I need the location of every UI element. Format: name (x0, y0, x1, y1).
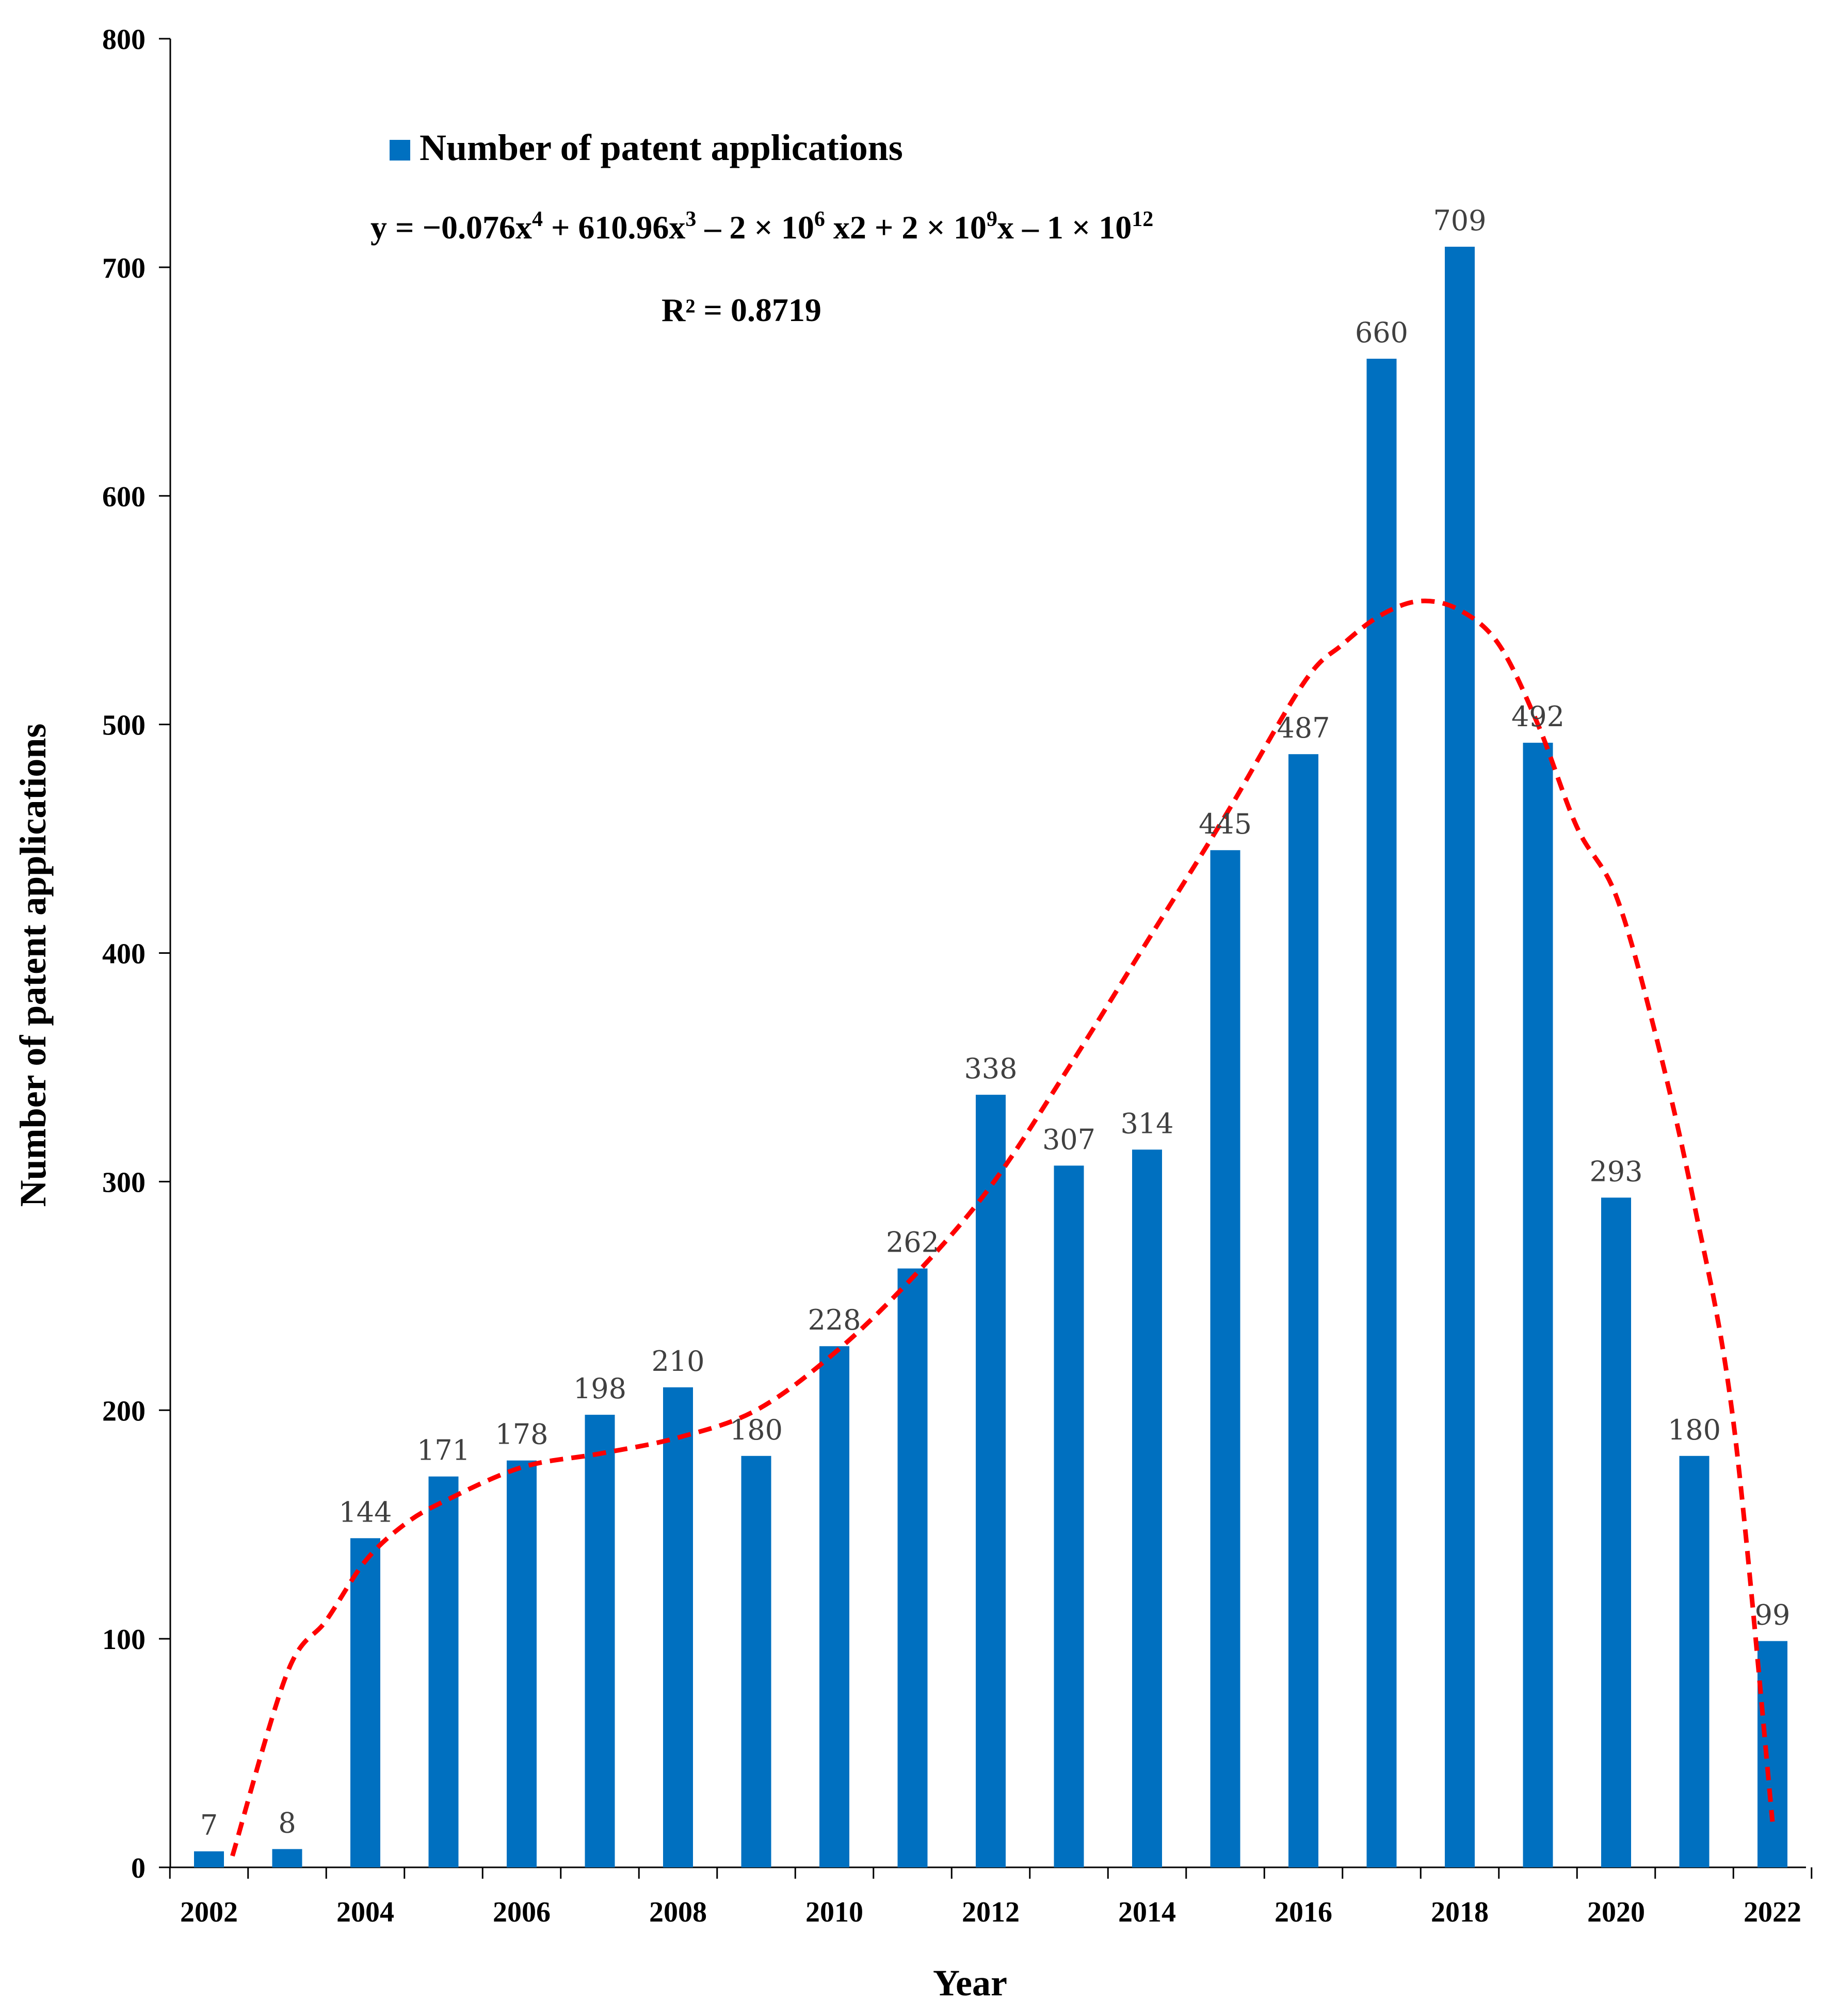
bar-2013 (1054, 1165, 1084, 1867)
y-ticks: 0 100 200 300 400 500 600 700 800 (102, 24, 170, 1884)
bar-2011 (897, 1268, 928, 1867)
bar-2014 (1132, 1149, 1162, 1867)
eq-term-2: + 610.96x (543, 209, 685, 246)
bar-2015 (1210, 850, 1240, 1867)
data-label-2020: 293 (1589, 1155, 1642, 1188)
bar-2022 (1757, 1641, 1787, 1867)
x-tick-label: 2014 (1118, 1896, 1176, 1928)
trendline-polynomial (230, 598, 1775, 1857)
eq-exp-2: 3 (685, 207, 696, 231)
bar-2016 (1288, 754, 1318, 1867)
x-axis-title: Year (933, 1962, 1007, 2004)
legend-label: Number of patent applications (420, 127, 903, 168)
data-label-2012: 338 (964, 1052, 1017, 1085)
x-tick-label: 2012 (962, 1896, 1020, 1928)
legend-swatch (390, 140, 410, 161)
data-label-2014: 314 (1120, 1107, 1173, 1140)
trendline-group (230, 598, 1775, 1857)
bar-2007 (585, 1415, 615, 1867)
y-tick-label: 600 (102, 481, 146, 513)
eq-exp-4: 9 (987, 207, 997, 231)
bar-2006 (507, 1460, 537, 1867)
y-tick-label: 500 (102, 710, 146, 742)
y-axis-title: Number of patent applications (12, 724, 54, 1207)
data-label-2002: 7 (200, 1809, 218, 1842)
x-tick-label: 2008 (649, 1896, 707, 1928)
data-label-2011: 262 (886, 1226, 939, 1259)
eq-exp-1: 4 (532, 207, 543, 231)
data-label-2013: 307 (1042, 1123, 1095, 1156)
data-label-2017: 660 (1355, 316, 1408, 349)
bar-2008 (663, 1387, 693, 1867)
bar-2017 (1366, 359, 1397, 1868)
data-label-2015: 445 (1199, 808, 1252, 840)
legend: Number of patent applications (390, 127, 903, 168)
x-tick-label: 2004 (336, 1896, 394, 1928)
eq-term-4: x2 + 2 × 10 (825, 209, 987, 246)
data-label-2005: 171 (417, 1434, 470, 1467)
x-tick-label: 2010 (805, 1896, 863, 1928)
bar-2021 (1679, 1455, 1710, 1867)
y-tick-label: 800 (102, 24, 146, 56)
y-tick-label: 0 (131, 1852, 146, 1884)
bar-2020 (1601, 1197, 1631, 1867)
data-label-2016: 487 (1277, 712, 1330, 744)
eq-exp-5: 12 (1132, 207, 1153, 231)
eq-exp-3: 6 (814, 207, 825, 231)
y-tick-label: 200 (102, 1395, 146, 1427)
trendline-equation: y = −0.076x4 + 610.96x3 – 2 × 106 x2 + 2… (370, 207, 1153, 246)
bar-2019 (1523, 743, 1553, 1867)
eq-equals: = (395, 209, 414, 246)
data-label-2007: 198 (573, 1372, 626, 1405)
data-label-2022: 99 (1755, 1599, 1791, 1631)
bar-2004 (350, 1538, 380, 1867)
bar-2018 (1445, 247, 1475, 1868)
bar-2002 (194, 1851, 224, 1867)
eq-term-1: −0.076x (422, 209, 531, 246)
y-tick-label: 300 (102, 1166, 146, 1198)
eq-term-5: x – 1 × 10 (997, 209, 1132, 246)
data-label-2009: 180 (730, 1414, 783, 1446)
bar-2010 (819, 1346, 849, 1867)
eq-y: y (370, 209, 387, 246)
data-label-2019: 492 (1511, 700, 1565, 733)
x-ticks: 2002 2004 2006 2008 2010 2012 2014 2016 2018 2020… (169, 1867, 1813, 1928)
y-tick-label: 100 (102, 1624, 146, 1656)
data-label-2006: 178 (495, 1418, 548, 1451)
data-label-2008: 210 (651, 1345, 704, 1378)
y-tick-label: 400 (102, 938, 146, 970)
data-label-2018: 709 (1433, 204, 1486, 237)
data-labels: 7 8 144 171 178 198 210 180 228 262 338 307 314 445 48… (200, 204, 1791, 1842)
data-label-2021: 180 (1668, 1414, 1721, 1446)
bar-2003 (272, 1849, 302, 1867)
bar-2005 (428, 1476, 459, 1867)
bar-series (194, 247, 1787, 1868)
eq-term-3: – 2 × 10 (696, 209, 814, 246)
x-tick-label: 2022 (1744, 1896, 1801, 1928)
x-tick-label: 2016 (1275, 1896, 1332, 1928)
r-squared: R² = 0.8719 (662, 292, 821, 328)
data-label-2003: 8 (278, 1807, 296, 1839)
x-tick-label: 2006 (493, 1896, 551, 1928)
x-tick-label: 2020 (1587, 1896, 1645, 1928)
bar-2009 (741, 1455, 771, 1867)
bar-2012 (976, 1095, 1006, 1867)
data-label-2004: 144 (338, 1496, 392, 1528)
data-label-2010: 228 (808, 1304, 861, 1336)
y-tick-label: 700 (102, 252, 146, 284)
x-tick-label: 2002 (180, 1896, 238, 1928)
x-tick-label: 2018 (1431, 1896, 1489, 1928)
